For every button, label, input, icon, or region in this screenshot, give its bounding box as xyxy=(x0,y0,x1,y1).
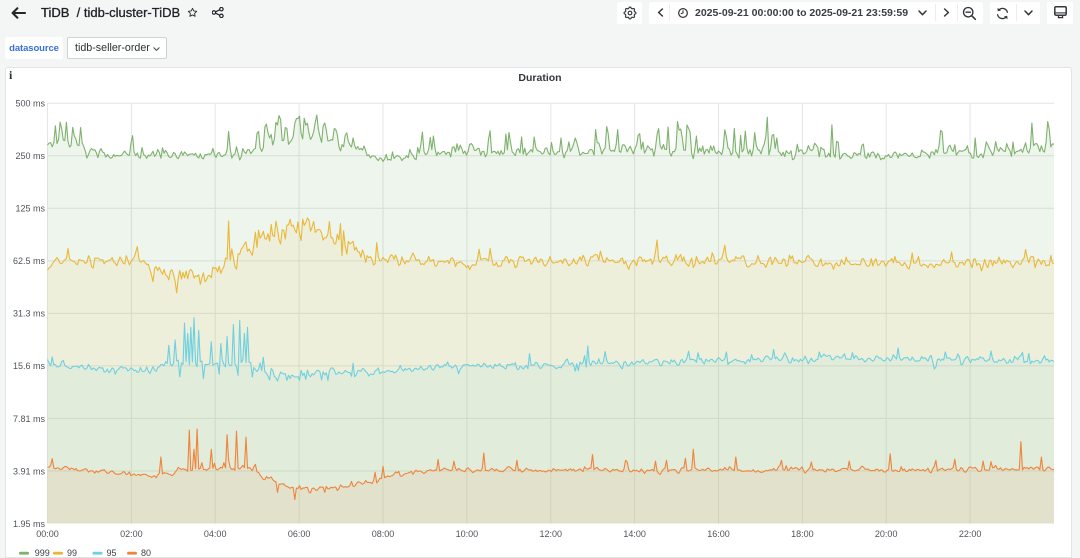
svg-text:20:00: 20:00 xyxy=(875,529,898,539)
svg-text:12:00: 12:00 xyxy=(540,529,563,539)
svg-text:00:00: 00:00 xyxy=(36,529,59,539)
svg-text:14:00: 14:00 xyxy=(623,529,646,539)
svg-text:15.6 ms: 15.6 ms xyxy=(13,361,46,371)
svg-text:31.3 ms: 31.3 ms xyxy=(13,309,46,319)
svg-text:500 ms: 500 ms xyxy=(15,99,45,109)
svg-text:250 ms: 250 ms xyxy=(15,151,45,161)
svg-text:95: 95 xyxy=(107,548,117,558)
svg-text:62.5 ms: 62.5 ms xyxy=(13,256,46,266)
svg-text:10:00: 10:00 xyxy=(456,529,479,539)
svg-text:1.95 ms: 1.95 ms xyxy=(13,519,46,529)
svg-text:22:00: 22:00 xyxy=(959,529,982,539)
svg-text:80: 80 xyxy=(141,548,151,558)
svg-text:99: 99 xyxy=(67,548,77,558)
svg-text:16:00: 16:00 xyxy=(707,529,730,539)
svg-text:3.91 ms: 3.91 ms xyxy=(13,466,46,476)
svg-text:999: 999 xyxy=(35,548,50,558)
svg-text:04:00: 04:00 xyxy=(204,529,227,539)
svg-text:02:00: 02:00 xyxy=(120,529,143,539)
svg-text:7.81 ms: 7.81 ms xyxy=(13,414,46,424)
svg-text:18:00: 18:00 xyxy=(791,529,814,539)
svg-text:125 ms: 125 ms xyxy=(15,204,45,214)
svg-text:06:00: 06:00 xyxy=(288,529,311,539)
svg-text:08:00: 08:00 xyxy=(372,529,395,539)
